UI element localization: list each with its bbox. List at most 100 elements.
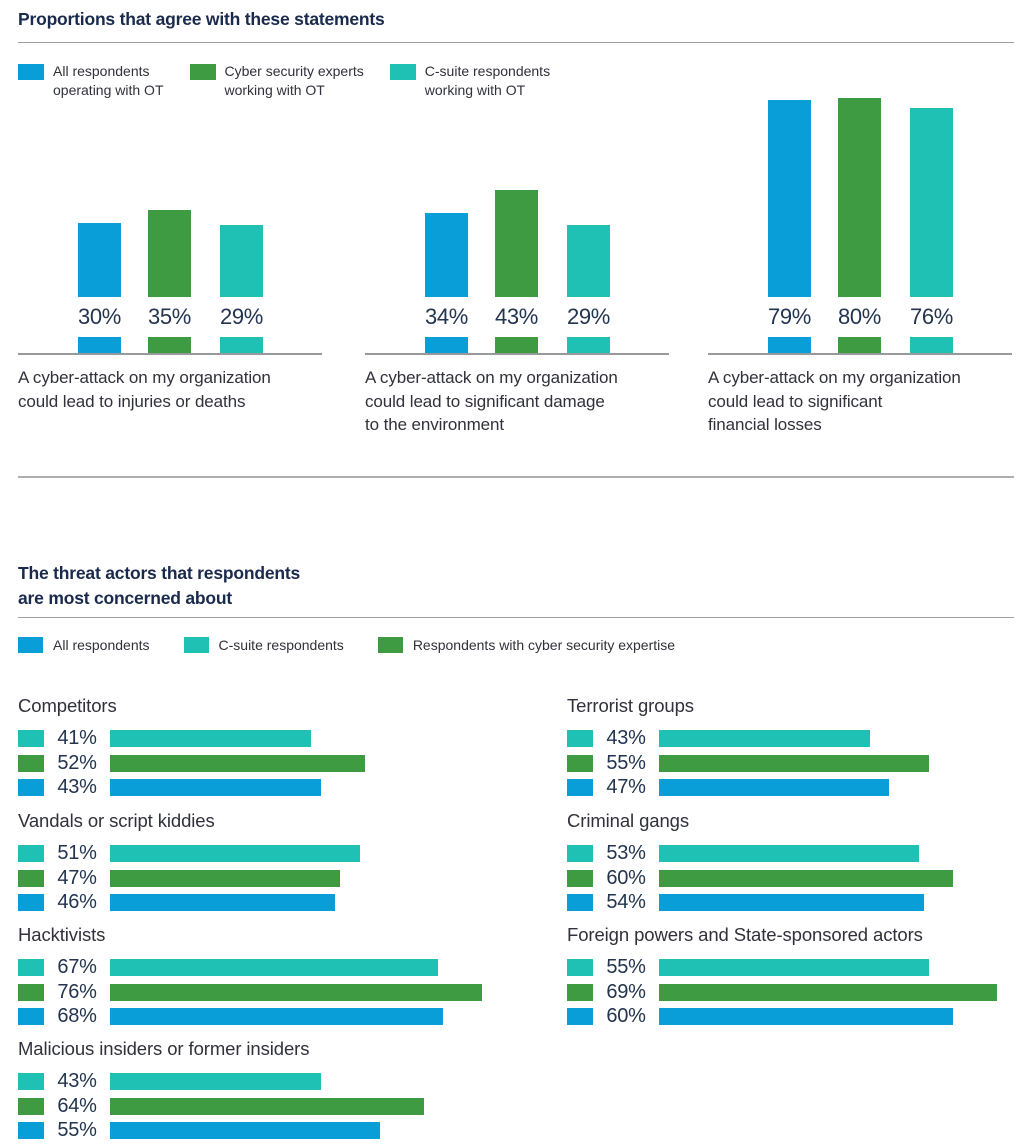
threat-bar-row: 47% — [18, 866, 360, 889]
bar-segment-bottom — [425, 337, 468, 353]
row-bar-blue — [110, 1008, 443, 1025]
row-value-label: 55% — [606, 751, 646, 774]
row-bar-teal — [659, 959, 929, 976]
bar-green: 35% — [148, 210, 191, 353]
bar-teal: 29% — [567, 225, 610, 353]
threat-bar-row: 55% — [567, 751, 929, 774]
bar-segment-bottom — [768, 337, 811, 353]
row-value-label: 67% — [57, 956, 97, 978]
bar-teal: 29% — [220, 225, 263, 353]
threat-bar-row: 64% — [18, 1096, 424, 1116]
row-swatch-teal — [18, 730, 44, 747]
bar-segment-top — [148, 210, 191, 297]
statement-caption: A cyber-attack on my organization could l… — [365, 366, 675, 437]
row-swatch-green — [567, 983, 593, 1001]
bar-segment-top — [425, 213, 468, 297]
legend-swatch-teal — [389, 64, 416, 80]
threat-bar-row: 69% — [567, 980, 997, 1003]
row-swatch-teal — [567, 730, 593, 747]
threat-group-title: Competitors — [18, 695, 117, 716]
row-swatch-green — [18, 754, 44, 772]
threat-bar-row: 53% — [567, 843, 953, 863]
bar-value-label: 35% — [147, 304, 192, 329]
row-swatch-teal — [18, 959, 44, 976]
legend-label-line: operating with OT — [53, 82, 164, 98]
row-swatch-teal — [567, 845, 593, 862]
row-value-label: 69% — [606, 980, 646, 1003]
threat-group-title: Terrorist groups — [567, 695, 694, 716]
threat-bar-row: 52% — [18, 751, 365, 774]
bar-segment-top — [567, 225, 610, 297]
bar-green: 80% — [838, 98, 881, 353]
threat-group-title: Malicious insiders or former insiders — [18, 1038, 310, 1059]
statement-caption-line: financial losses — [708, 415, 822, 434]
bar-segment-top — [910, 108, 953, 297]
legend-item-teal: C-suite respondents — [183, 637, 344, 653]
threat-bar-row: 60% — [567, 1006, 997, 1026]
row-swatch-blue — [567, 1008, 593, 1025]
section1-title-rule — [18, 42, 1014, 43]
row-bar-blue — [659, 779, 889, 796]
section2-title-line-2: are most concerned about — [18, 588, 233, 608]
threat-bar-row: 55% — [18, 1120, 424, 1140]
row-swatch-teal — [567, 959, 593, 976]
bar-blue: 30% — [78, 223, 121, 353]
section1-legend: All respondents operating with OT Cyber se… — [18, 62, 550, 100]
bar-blue: 79% — [768, 100, 811, 353]
statement-caption: A cyber-attack on my organization could l… — [708, 366, 1018, 437]
legend-item-blue: All respondents operating with OT — [18, 62, 164, 100]
threat-group: Foreign powers and State-sponsored actor… — [567, 924, 997, 1026]
statement-bar-group: 34% 43% 29% A cyber-attack on my organizati… — [365, 88, 669, 434]
legend-label: Respondents with cyber security expertis… — [412, 637, 676, 653]
row-value-label: 47% — [57, 866, 97, 889]
row-bar-green — [659, 983, 997, 1001]
threat-bar-row: 43% — [18, 1071, 424, 1091]
row-value-label: 43% — [57, 776, 97, 798]
bar-value-label: 76% — [909, 304, 954, 329]
legend-swatch-green — [189, 64, 216, 80]
legend-label: All respondents operating with OT — [53, 62, 164, 100]
legend-swatch-blue — [18, 637, 43, 653]
section2-title-rule — [18, 617, 1014, 618]
threat-group-title: Foreign powers and State-sponsored actor… — [567, 924, 923, 945]
row-bar-teal — [659, 730, 870, 747]
threat-group-title: Vandals or script kiddies — [18, 810, 215, 831]
threat-bar-row: 67% — [18, 956, 482, 978]
row-bar-blue — [659, 1008, 953, 1025]
legend-item-teal: C-suite respondents working with OT — [389, 62, 550, 100]
bar-segment-top — [220, 225, 263, 297]
legend-item-green: Respondents with cyber security expertis… — [377, 637, 676, 653]
threat-bar-row: 47% — [567, 776, 929, 798]
statement-caption-line: A cyber-attack on my organization — [18, 368, 271, 387]
row-swatch-blue — [567, 779, 593, 796]
row-value-label: 47% — [606, 776, 646, 798]
row-value-label: 54% — [606, 891, 646, 913]
bar-segment-bottom — [78, 337, 121, 353]
statement-caption-line: could lead to significant damage — [365, 391, 605, 411]
legend-label-line: working with OT — [424, 82, 526, 98]
threat-bar-row: 60% — [567, 866, 953, 889]
row-bar-green — [110, 1097, 424, 1115]
row-bar-teal — [110, 730, 311, 747]
row-value-label: 60% — [606, 866, 646, 889]
threat-group: Terrorist groups 43% 55% 47% — [567, 695, 929, 798]
threat-group: Malicious insiders or former insiders 43%… — [18, 1038, 424, 1140]
row-bar-green — [659, 754, 929, 772]
threat-group: Competitors 41% 52% 43% — [18, 695, 365, 798]
row-swatch-green — [18, 869, 44, 887]
threat-bar-row: 43% — [18, 776, 365, 798]
threat-group: Criminal gangs 53% 60% 54% — [567, 810, 953, 913]
row-swatch-teal — [18, 845, 44, 862]
row-swatch-blue — [18, 894, 44, 911]
bar-value-label: 30% — [77, 304, 122, 329]
threat-bar-row: 55% — [567, 956, 997, 978]
row-swatch-blue — [18, 1008, 44, 1025]
bar-segment-bottom — [148, 337, 191, 353]
bar-segment-top — [495, 190, 538, 297]
row-value-label: 55% — [606, 956, 646, 978]
row-bar-blue — [110, 779, 321, 796]
row-value-label: 52% — [57, 751, 97, 774]
bar-teal: 76% — [910, 108, 953, 353]
legend-item-blue: All respondents — [18, 637, 150, 653]
